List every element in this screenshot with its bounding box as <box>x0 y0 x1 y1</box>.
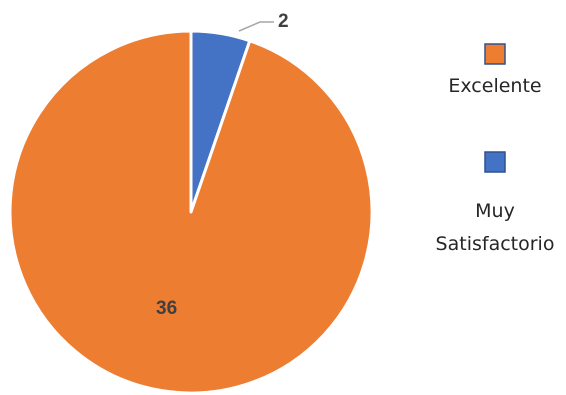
data-label-leader-line <box>238 21 274 32</box>
legend-label-excelente: Excelente <box>448 75 541 97</box>
legend-label-muy-satisfactorio-line2: Satisfactorio <box>436 233 555 255</box>
pie-slices <box>8 29 374 395</box>
pie-slice-excelente <box>8 29 374 395</box>
data-label-excelente: 36 <box>156 298 177 319</box>
data-label-muy-satisfactorio: 2 <box>278 11 289 32</box>
legend-label-muy-satisfactorio-line1: Muy <box>475 200 515 222</box>
legend: Excelente Muy Satisfactorio <box>436 43 555 255</box>
legend-swatch-excelente <box>484 43 506 65</box>
legend-swatch-muy-satisfactorio <box>484 151 506 173</box>
